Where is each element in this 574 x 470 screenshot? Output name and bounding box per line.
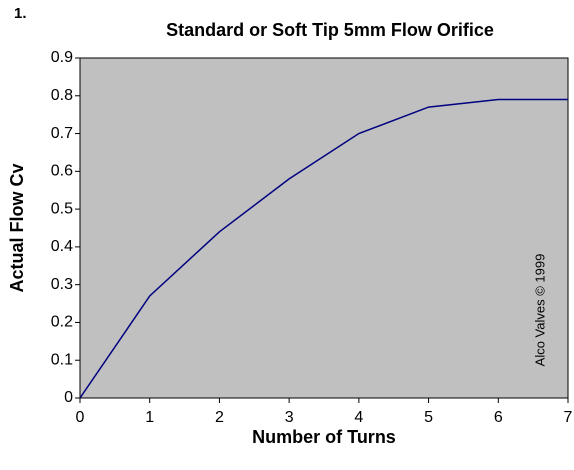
y-tick-label: 0.5: [51, 200, 73, 217]
plot-area: [79, 57, 569, 399]
x-tick-label: 4: [354, 409, 363, 426]
x-tick-label: 1: [145, 409, 154, 426]
x-tick-label: 5: [424, 409, 433, 426]
y-tick-label: 0: [64, 389, 73, 406]
y-tick-label: 0.2: [51, 314, 73, 331]
copyright: Alco Valves © 1999: [532, 254, 547, 367]
x-tick-label: 3: [285, 409, 294, 426]
y-tick-label: 0.3: [51, 276, 73, 293]
y-axis-label: Actual Flow Cv: [7, 163, 27, 292]
y-tick-label: 0.9: [51, 49, 73, 66]
x-axis-label: Number of Turns: [252, 427, 396, 447]
y-tick-label: 0.6: [51, 163, 73, 180]
x-tick-label: 0: [76, 409, 85, 426]
line: [79, 98, 568, 399]
y-tick-label: 0.8: [51, 87, 73, 104]
y-tick-label: 0.1: [51, 351, 73, 368]
y-tick-label: 0.4: [51, 238, 73, 255]
x-tick-label: 7: [564, 409, 573, 426]
x-tick-label: 2: [215, 409, 224, 426]
y-tick-label: 0.7: [51, 125, 73, 142]
figure-number: 1.: [14, 5, 27, 22]
x-tick-label: 6: [494, 409, 503, 426]
chart-title: Standard or Soft Tip 5mm Flow Orifice: [166, 20, 494, 40]
